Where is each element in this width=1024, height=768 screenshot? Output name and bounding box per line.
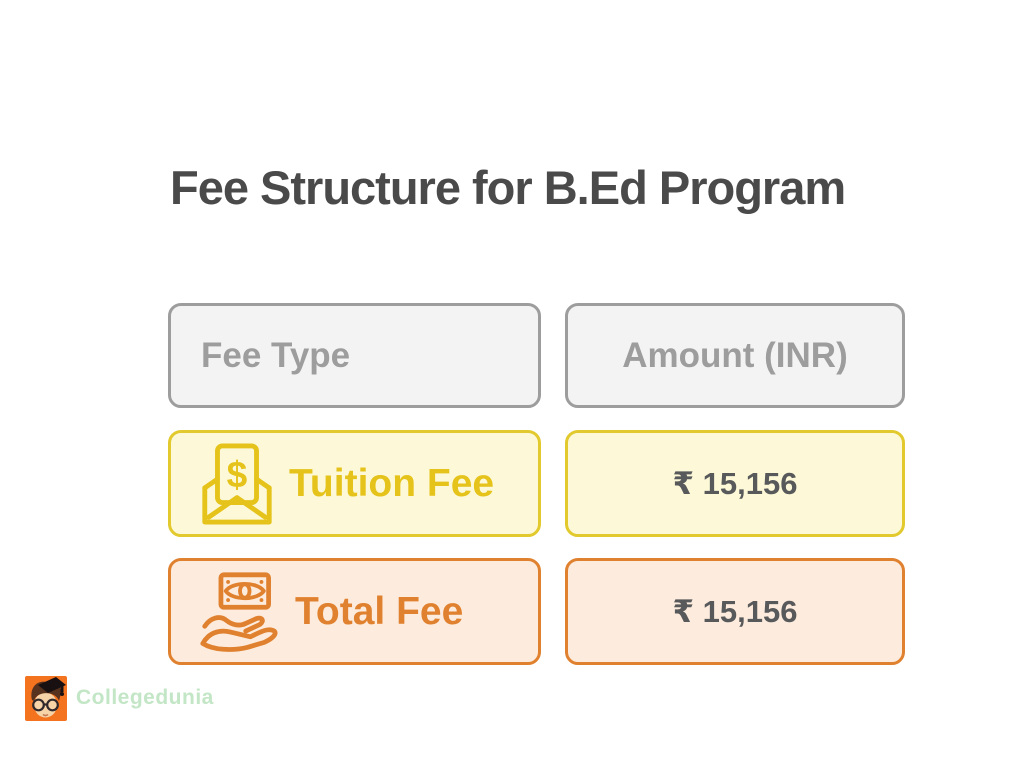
- fee-type-label: Total Fee: [295, 589, 464, 633]
- header-cell-amount: Amount (INR): [565, 303, 905, 408]
- svg-text:$: $: [227, 452, 248, 494]
- fee-amount-value: ₹ 15,156: [672, 465, 798, 501]
- brand-wordmark: Collegedunia: [76, 686, 214, 709]
- table-row-total-amount: ₹ 15,156: [565, 558, 905, 665]
- collegedunia-mascot-logo: [25, 676, 67, 726]
- table-row-tuition-amount: ₹ 15,156: [565, 430, 905, 537]
- page-title: Fee Structure for B.Ed Program: [170, 161, 846, 214]
- brand-footer: Collegedunia: [25, 676, 213, 726]
- table-row-tuition-type: $ Tuition Fee: [168, 430, 541, 537]
- header-label-fee-type: Fee Type: [201, 335, 351, 375]
- header-cell-fee-type: Fee Type: [168, 303, 541, 408]
- envelope-dollar-icon: $: [197, 442, 277, 525]
- fee-amount-value: ₹ 15,156: [672, 593, 798, 629]
- money-in-hand-icon: [197, 571, 283, 653]
- header-label-amount: Amount (INR): [622, 335, 848, 375]
- table-row-total-type: Total Fee: [168, 558, 541, 665]
- fee-type-label: Tuition Fee: [289, 461, 495, 505]
